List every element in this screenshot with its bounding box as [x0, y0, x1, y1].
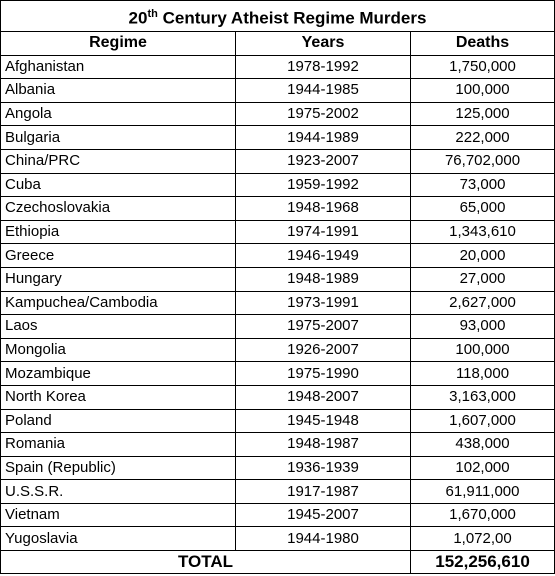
title-row: 20th Century Atheist Regime Murders — [0, 0, 555, 32]
deaths-cell: 1,072,00 — [409, 526, 555, 552]
deaths-cell: 102,000 — [409, 455, 555, 481]
deaths-cell: 1,670,000 — [409, 502, 555, 528]
years-cell: 1948-1989 — [235, 266, 411, 292]
deaths-cell: 73,000 — [409, 172, 555, 198]
header-row: Regime Years Deaths — [0, 31, 555, 56]
regime-cell: Ethiopia — [0, 219, 236, 245]
regime-cell: Poland — [0, 408, 236, 434]
years-cell: 1975-2007 — [235, 314, 411, 339]
column-header: Deaths — [409, 31, 555, 56]
column-header: Years — [235, 31, 411, 56]
regime-cell: Laos — [0, 314, 236, 339]
regime-cell: Greece — [0, 243, 236, 268]
regime-cell: Romania — [0, 432, 236, 457]
years-cell: 1944-1985 — [235, 78, 411, 103]
deaths-cell: 222,000 — [409, 125, 555, 150]
table-row: Greece 1946-1949 20,000 — [0, 243, 555, 268]
regime-cell: China/PRC — [0, 148, 236, 174]
table-row: Vietnam 1945-2007 1,670,000 — [0, 502, 555, 528]
years-cell: 1923-2007 — [235, 148, 411, 174]
table-row: Ethiopia 1974-1991 1,343,610 — [0, 219, 555, 245]
table-row: U.S.S.R. 1917-1987 61,911,000 — [0, 479, 555, 504]
years-cell: 1946-1949 — [235, 243, 411, 268]
years-cell: 1959-1992 — [235, 172, 411, 198]
regime-cell: Czechoslovakia — [0, 196, 236, 221]
years-cell: 1944-1989 — [235, 125, 411, 150]
years-cell: 1948-1987 — [235, 432, 411, 457]
table-row: Afghanistan 1978-1992 1,750,000 — [0, 54, 555, 80]
table-row: Kampuchea/Cambodia 1973-1991 2,627,000 — [0, 290, 555, 316]
table-row: Czechoslovakia 1948-1968 65,000 — [0, 196, 555, 221]
title-text: Century Atheist Regime Murders — [162, 8, 427, 28]
deaths-cell: 65,000 — [409, 196, 555, 221]
regime-cell: North Korea — [0, 384, 236, 410]
regime-cell: Kampuchea/Cambodia — [0, 290, 236, 316]
years-cell: 1926-2007 — [235, 337, 411, 363]
years-cell: 1945-2007 — [235, 502, 411, 528]
deaths-cell: 438,000 — [409, 432, 555, 457]
regime-cell: Yugoslavia — [0, 526, 236, 552]
regime-cell: Afghanistan — [0, 54, 236, 80]
total-value: 152,256,610 — [409, 550, 555, 575]
deaths-cell: 1,607,000 — [409, 408, 555, 434]
deaths-cell: 125,000 — [409, 101, 555, 127]
table-row: Spain (Republic) 1936-1939 102,000 — [0, 455, 555, 481]
regime-cell: U.S.S.R. — [0, 479, 236, 504]
deaths-cell: 93,000 — [409, 314, 555, 339]
years-cell: 1948-2007 — [235, 384, 411, 410]
deaths-cell: 1,750,000 — [409, 54, 555, 80]
column-header: Regime — [0, 31, 236, 56]
table-row: Yugoslavia 1944-1980 1,072,00 — [0, 526, 555, 552]
table-row: Mozambique 1975-1990 118,000 — [0, 361, 555, 386]
deaths-cell: 76,702,000 — [409, 148, 555, 174]
table-body: Afghanistan 1978-1992 1,750,000 Albania 1944… — [0, 54, 555, 575]
years-cell: 1917-1987 — [235, 479, 411, 504]
deaths-cell: 100,000 — [409, 337, 555, 363]
regime-cell: Angola — [0, 101, 236, 127]
table-row: Hungary 1948-1989 27,000 — [0, 266, 555, 292]
years-cell: 1973-1991 — [235, 290, 411, 316]
table-row: Laos 1975-2007 93,000 — [0, 314, 555, 339]
table-row: China/PRC 1923-2007 76,702,000 — [0, 148, 555, 174]
table-row: Mongolia 1926-2007 100,000 — [0, 337, 555, 363]
years-cell: 1948-1968 — [235, 196, 411, 221]
years-cell: 1945-1948 — [235, 408, 411, 434]
regime-cell: Vietnam — [0, 502, 236, 528]
title-number: 20 — [128, 8, 148, 28]
table-row: Cuba 1959-1992 73,000 — [0, 172, 555, 198]
table-row: Poland 1945-1948 1,607,000 — [0, 408, 555, 434]
deaths-cell: 27,000 — [409, 266, 555, 292]
years-cell: 1975-1990 — [235, 361, 411, 386]
deaths-cell: 20,000 — [409, 243, 555, 268]
deaths-cell: 61,911,000 — [409, 479, 555, 504]
regime-cell: Albania — [0, 78, 236, 103]
years-cell: 1978-1992 — [235, 54, 411, 80]
years-cell: 1944-1980 — [235, 526, 411, 552]
deaths-cell: 3,163,000 — [409, 384, 555, 410]
total-label: TOTAL — [0, 550, 411, 575]
deaths-cell: 118,000 — [409, 361, 555, 386]
table-row: Albania 1944-1985 100,000 — [0, 78, 555, 103]
regime-cell: Mongolia — [0, 337, 236, 363]
regime-cell: Spain (Republic) — [0, 455, 236, 481]
deaths-cell: 2,627,000 — [409, 290, 555, 316]
regime-cell: Hungary — [0, 266, 236, 292]
regime-cell: Bulgaria — [0, 125, 236, 150]
years-cell: 1975-2002 — [235, 101, 411, 127]
deaths-cell: 1,343,610 — [409, 219, 555, 245]
total-row: TOTAL 152,256,610 — [0, 550, 555, 575]
table-row: Angola 1975-2002 125,000 — [0, 101, 555, 127]
years-cell: 1974-1991 — [235, 219, 411, 245]
regime-cell: Mozambique — [0, 361, 236, 386]
table-row: North Korea 1948-2007 3,163,000 — [0, 384, 555, 410]
table-row: Bulgaria 1944-1989 222,000 — [0, 125, 555, 150]
title-suffix: th — [147, 7, 158, 20]
table-row: Romania 1948-1987 438,000 — [0, 432, 555, 457]
years-cell: 1936-1939 — [235, 455, 411, 481]
deaths-cell: 100,000 — [409, 78, 555, 103]
table-title: 20th Century Atheist Regime Murders — [0, 0, 555, 32]
regime-cell: Cuba — [0, 172, 236, 198]
